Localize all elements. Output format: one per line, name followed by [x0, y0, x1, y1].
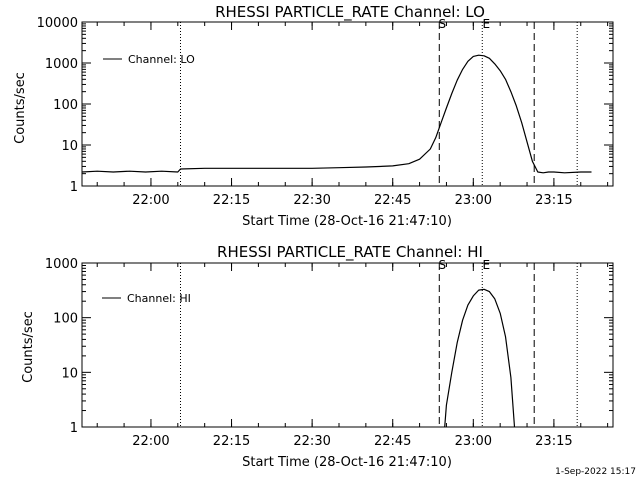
series-line-hi-0 [444, 288, 516, 428]
y-tick-label-lo-0: 1 [70, 180, 78, 195]
timestamp: 1-Sep-2022 15:17 [555, 467, 636, 477]
panel-hi: RHESSI PARTICLE_RATE Channel: HI Start T… [21, 243, 614, 470]
y-axis-label-hi: Counts/sec [21, 311, 36, 383]
y-tick-label-lo-4: 10000 [37, 16, 78, 31]
x-tick-label-lo-2: 22:30 [293, 193, 330, 208]
x-tick-label-hi-3: 22:45 [374, 434, 411, 449]
x-tick-label-hi-2: 22:30 [293, 434, 330, 449]
panel-lo: RHESSI PARTICLE_RATE Channel: LO Start T… [13, 3, 614, 229]
plot-frame-hi [81, 262, 614, 428]
y-tick-label-lo-3: 1000 [45, 57, 78, 72]
y-tick-label-hi-3: 1000 [45, 257, 78, 272]
y-tick-label-lo-1: 10 [61, 139, 78, 154]
x-tick-label-hi-1: 22:15 [213, 434, 250, 449]
y-tick-label-hi-1: 10 [61, 366, 78, 381]
event-label-hi-s: S [438, 258, 446, 272]
ticks-hi: 22:00 22:15 22:30 22:45 23:00 23:15 1 10 100 1000 [45, 257, 613, 449]
chart-title-hi: RHESSI PARTICLE_RATE Channel: HI [217, 243, 483, 262]
x-tick-label-lo-1: 22:15 [213, 193, 250, 208]
y-axis-label-lo: Counts/sec [13, 72, 28, 144]
legend-hi: Channel: HI [102, 292, 191, 305]
x-axis-label-lo: Start Time (28-Oct-16 21:47:10) [242, 214, 452, 229]
event-label-lo-e: E [482, 17, 490, 31]
event-label-hi-e: E [482, 258, 490, 272]
legend-entry-hi: Channel: HI [127, 292, 191, 305]
x-tick-label-lo-3: 22:45 [374, 193, 411, 208]
x-tick-label-lo-5: 23:15 [535, 193, 572, 208]
series-lo [81, 54, 592, 174]
plot-frame-lo [81, 21, 614, 187]
event-label-lo-s: S [438, 17, 446, 31]
x-tick-label-lo-0: 22:00 [132, 193, 169, 208]
x-tick-label-hi-4: 23:00 [455, 434, 492, 449]
legend-lo: Channel: LO [103, 53, 195, 66]
x-axis-label-hi: Start Time (28-Oct-16 21:47:10) [242, 455, 452, 470]
x-tick-label-hi-0: 22:00 [132, 434, 169, 449]
series-hi [444, 288, 516, 428]
y-tick-label-hi-2: 100 [53, 312, 78, 327]
legend-entry-lo: Channel: LO [128, 53, 195, 66]
series-line-lo-0 [81, 54, 592, 174]
x-tick-label-hi-5: 23:15 [535, 434, 572, 449]
y-tick-label-lo-2: 100 [53, 98, 78, 113]
chart-title-lo: RHESSI PARTICLE_RATE Channel: LO [215, 3, 485, 22]
y-tick-label-hi-0: 1 [70, 421, 78, 436]
x-tick-label-lo-4: 23:00 [455, 193, 492, 208]
ticks-lo: 22:00 22:15 22:30 22:45 23:00 23:15 1 10 100 1000… [37, 16, 613, 208]
